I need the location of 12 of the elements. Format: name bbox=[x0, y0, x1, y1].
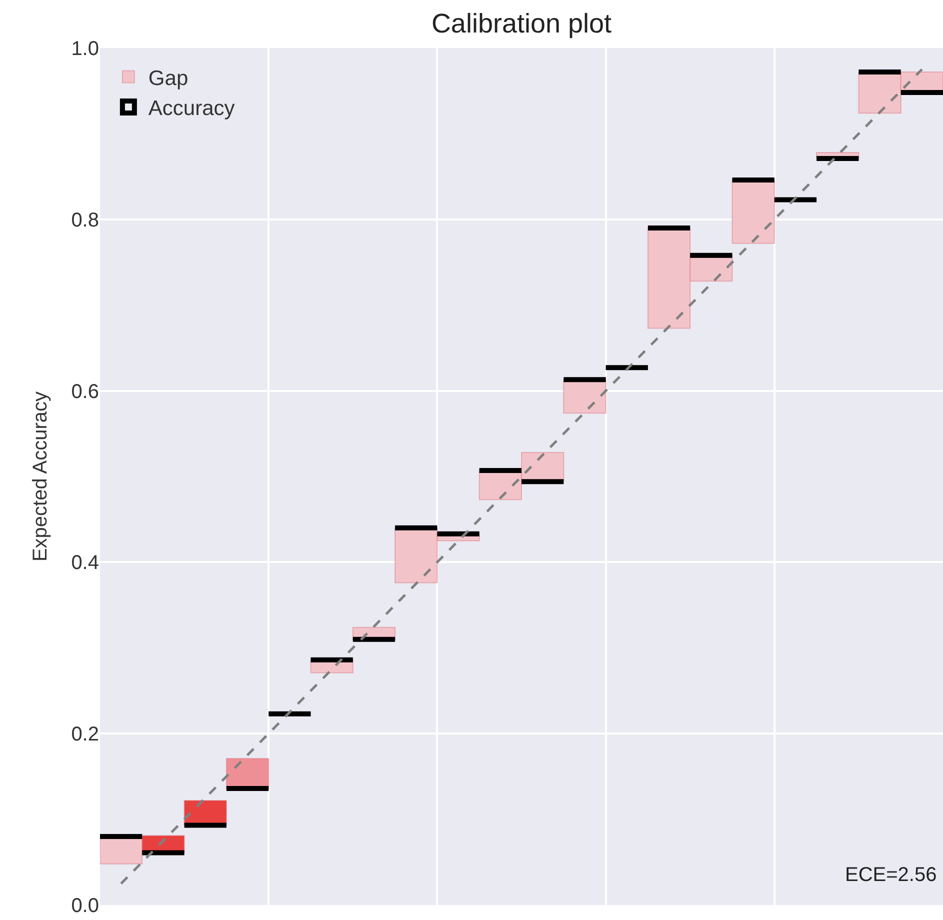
y-tick-label: 0.8 bbox=[71, 209, 99, 232]
legend-label: Accuracy bbox=[148, 97, 236, 120]
y-tick-label: 0.2 bbox=[71, 724, 99, 746]
y-tick-label: 1.0 bbox=[71, 38, 99, 60]
y-tick-label: 0.6 bbox=[71, 380, 99, 403]
legend-label: Gap bbox=[148, 66, 188, 90]
bar bbox=[732, 179, 775, 244]
y-axis-title: Expected Accuracy bbox=[30, 391, 52, 562]
y-tick-label: 0.0 bbox=[71, 895, 99, 917]
y-tick-label: 0.4 bbox=[71, 552, 99, 574]
annotation: ECE=2.56 bbox=[845, 864, 937, 886]
chart-title: Calibration plot bbox=[431, 8, 612, 39]
